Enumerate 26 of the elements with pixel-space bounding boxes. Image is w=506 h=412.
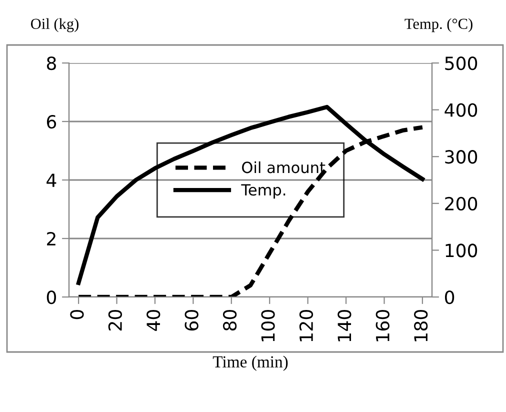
x-tick-label: 160 <box>376 310 390 342</box>
y-tick-label: 0 <box>46 290 56 304</box>
y-axis-title: Oil (kg) <box>30 18 78 32</box>
legend-label: Oil amount <box>242 161 326 174</box>
x-tick-label: 60 <box>184 310 198 331</box>
y2-tick-label: 200 <box>445 196 478 211</box>
x-tick-label: 180 <box>414 310 428 342</box>
y2-tick-label: 300 <box>445 150 478 164</box>
x-tick-label: 120 <box>299 310 314 342</box>
legend-label: Temp. <box>241 184 286 199</box>
x-tick-label: 0 <box>70 310 84 320</box>
x-tick-label: 80 <box>222 310 237 331</box>
y2-tick-label: 100 <box>446 244 478 258</box>
x-tick-label: 140 <box>338 310 352 342</box>
x-axis-title: Time (min) <box>212 356 288 371</box>
x-tick-label: 100 <box>261 310 275 342</box>
x-tick-label: 20 <box>108 310 122 330</box>
y-tick-label: 2 <box>47 232 56 246</box>
x-tick-label: 40 <box>146 310 160 331</box>
y2-tick-label: 0 <box>444 290 454 304</box>
y-tick-label: 6 <box>46 114 56 129</box>
y2-tick-label: 400 <box>444 103 478 117</box>
y-tick-label: 4 <box>46 174 56 187</box>
y2-axis-title: Temp. (°C) <box>404 18 472 32</box>
y-tick-label: 8 <box>46 56 56 70</box>
y2-tick-label: 500 <box>445 56 478 70</box>
